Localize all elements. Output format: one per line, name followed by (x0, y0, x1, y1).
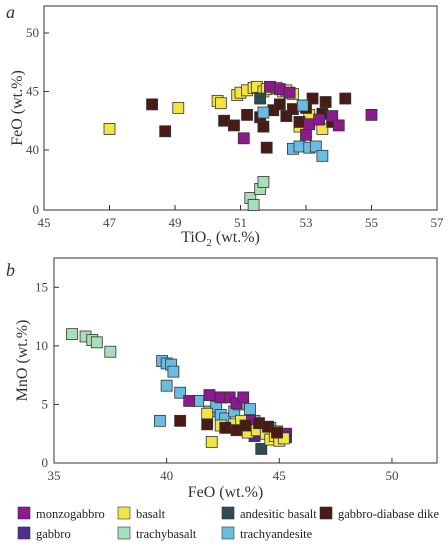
panel-b-point-trachyandesite (153, 414, 166, 427)
panel-b-point-trachybasalt (90, 336, 103, 349)
panel-b-point-andesitic-basalt (255, 443, 268, 455)
panel-b-point-gabbro-diabase-dike (201, 418, 214, 431)
panel-b: 0 5 10 15 35 40 45 50 b MnO (wt.%) FeO (wt.%) (6, 257, 438, 501)
panel-b-xtick-label: 40 (160, 468, 173, 483)
panel-a-point-gabbro-diabase-dike (319, 96, 332, 108)
panel-b-xtick-label: 50 (385, 468, 398, 483)
panel-a-point-monzogabbro (264, 80, 276, 93)
legend-label-trachyandesite: trachyandesite (240, 527, 313, 541)
panel-b-ytick-label: 5 (42, 396, 49, 411)
panel-b-point-basalt (205, 436, 218, 448)
panel-b-point-trachyandesite (167, 365, 180, 378)
panel-a-label: a (6, 2, 15, 22)
panel-a: 0 40 45 50 45 47 49 51 53 55 57 a FeO (wt.%) TiO2 (wt… (6, 2, 444, 249)
panel-b-point-trachybasalt (104, 345, 117, 358)
panel-a-point-monzogabbro (237, 132, 250, 145)
panel-a-frame (43, 5, 438, 211)
panel-b-point-trachybasalt (66, 328, 78, 341)
panel-a-xlabel: TiO2 (wt.%) (181, 229, 260, 249)
panel-a-ytick-label: 50 (26, 25, 39, 40)
panel-a-xtick-label: 51 (234, 215, 247, 230)
panel-b-point-monzogabbro (237, 391, 250, 404)
panel-a-point-trachybasalt (257, 176, 270, 188)
panel-a-xtick-label: 49 (169, 215, 182, 230)
panel-a-xtick-label: 45 (38, 215, 51, 230)
panel-b-point-trachyandesite (160, 379, 173, 392)
legend-swatch-trachyandesite (221, 526, 235, 540)
panel-b-point-monzogabbro (183, 395, 196, 407)
panel-a-point-gabbro-diabase-dike (280, 110, 293, 122)
panel-a-point-trachyandesite (296, 99, 309, 112)
panel-a-point-gabbro-diabase-dike (339, 92, 352, 105)
panel-a-point-trachyandesite (257, 106, 270, 119)
panel-a-point-andesitic-basalt (254, 92, 267, 105)
panel-b-ylabel: MnO (wt.%) (14, 320, 31, 402)
panel-a-xtick-label: 55 (365, 215, 378, 230)
legend-label-gabbro-diabase-dike: gabbro-diabase dike (338, 507, 439, 521)
panel-a-ytick-label: 0 (33, 202, 40, 217)
panel-a-point-basalt (103, 123, 116, 135)
panel-a-point-gabbro-diabase-dike (241, 109, 253, 121)
panel-a-ytick-label: 40 (26, 142, 39, 157)
legend-label-basalt: basalt (136, 507, 166, 521)
panel-a-point-gabbro-diabase-dike (228, 119, 240, 132)
panel-a-point-gabbro-diabase-dike (293, 116, 306, 128)
panel-a-point-gabbro-diabase-dike (273, 98, 286, 111)
panel-a-xtick-label: 47 (103, 215, 117, 230)
panel-b-frame (53, 257, 438, 464)
legend-label-trachybasalt: trachybasalt (136, 527, 197, 541)
panel-b-point-gabbro-diabase-dike (239, 419, 252, 432)
panel-b-label: b (6, 260, 15, 280)
panel-b-point-trachyandesite (174, 386, 187, 399)
panel-a-point-monzogabbro (313, 113, 326, 126)
panel-a-point-basalt (214, 97, 227, 110)
panel-a-point-gabbro-diabase-dike (146, 98, 158, 111)
panel-a-ytick-label: 45 (26, 84, 39, 99)
panel-a-point-gabbro-diabase-dike (286, 103, 299, 115)
panel-a-point-monzogabbro (300, 128, 312, 141)
panel-a-point-monzogabbro (365, 109, 378, 121)
panel-b-point-gabbro-diabase-dike (219, 421, 232, 434)
legend-label-andesitic-basalt: andesitic basalt (240, 507, 317, 521)
panel-b-ytick-label: 15 (35, 279, 48, 294)
panel-a-xtick-label: 57 (431, 215, 445, 230)
panel-b-ytick-label: 10 (35, 338, 48, 353)
panel-a-point-monzogabbro (273, 83, 286, 96)
legend-swatch-andesitic-basalt (221, 506, 235, 520)
panel-a-point-monzogabbro (283, 86, 296, 99)
legend-swatch-monzogabbro (17, 506, 31, 520)
legend-swatch-trachybasalt (117, 526, 131, 540)
panel-a-point-trachybasalt (247, 199, 260, 211)
panel-a-point-basalt (172, 101, 185, 114)
panel-a-point-monzogabbro (303, 118, 316, 131)
panel-a-point-gabbro-diabase-dike (257, 120, 270, 133)
panel-b-xtick-label: 35 (48, 468, 61, 483)
panel-b-xtick-label: 45 (273, 468, 286, 483)
panel-a-point-monzogabbro (332, 119, 345, 132)
panel-a-point-trachyandesite (309, 140, 322, 153)
panel-a-ylabel: FeO (wt.%) (9, 70, 26, 146)
panel-a-point-gabbro-diabase-dike (159, 125, 172, 138)
legend-swatch-basalt (117, 506, 131, 520)
legend: monzogabbro basalt andesitic basalt gabbro-… (17, 506, 439, 541)
panel-a-point-gabbro-diabase-dike (218, 114, 231, 127)
panel-b-point-gabbro-diabase-dike (174, 414, 187, 427)
panel-b-point-trachyandesite (244, 403, 256, 416)
panel-a-point-monzogabbro (326, 110, 339, 122)
panel-b-point-monzogabbro (203, 389, 216, 401)
panel-b-ytick-label: 0 (42, 455, 49, 470)
panel-a-point-gabbro-diabase-dike (306, 92, 319, 105)
legend-label-gabbro: gabbro (36, 527, 71, 541)
panel-a-point-trachyandesite (293, 140, 306, 153)
panel-a-xtick-label: 53 (300, 215, 313, 230)
legend-swatch-gabbro-diabase-dike (319, 506, 333, 520)
panel-a-point-gabbro-diabase-dike (260, 141, 273, 154)
panel-b-point-gabbro-diabase-dike (271, 426, 283, 439)
legend-swatch-gabbro (17, 526, 31, 540)
panel-a-point-trachyandesite (316, 149, 329, 162)
panel-b-point-basalt (201, 407, 214, 420)
legend-label-monzogabbro: monzogabbro (36, 507, 105, 521)
panel-b-xlabel: FeO (wt.%) (188, 484, 264, 501)
